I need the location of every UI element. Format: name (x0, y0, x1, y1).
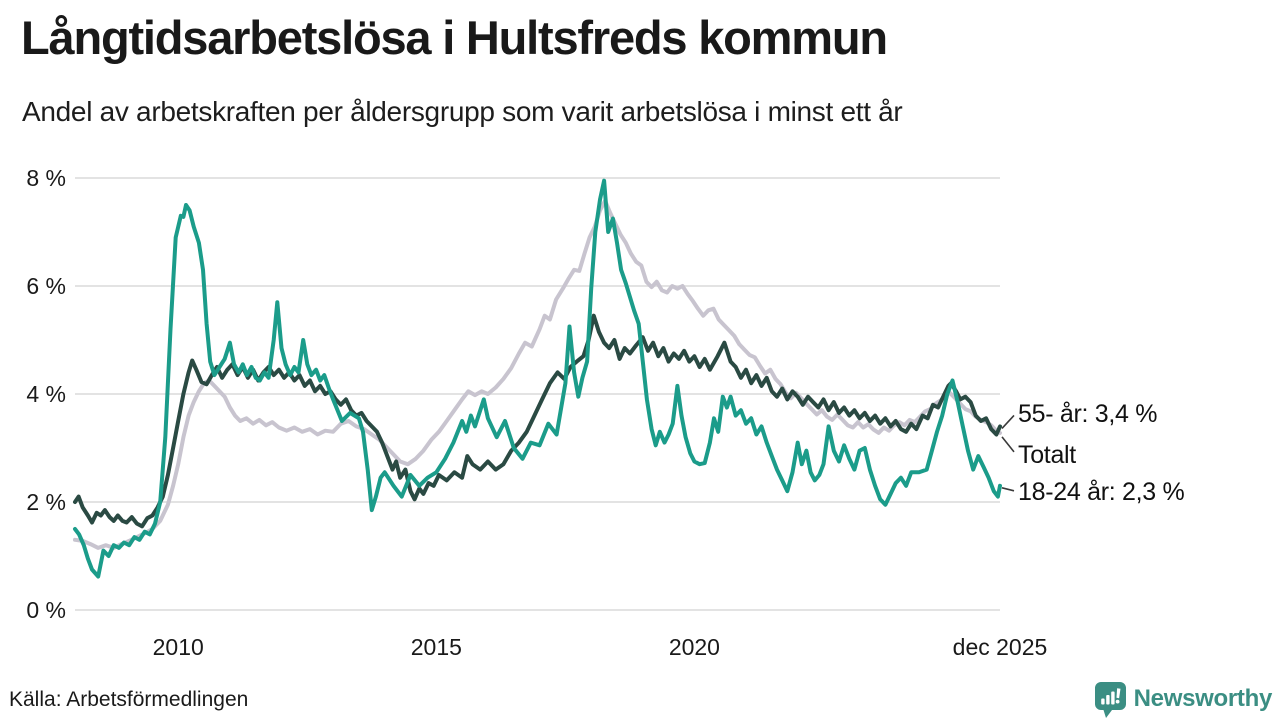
newsworthy-bubble-chart-icon (1094, 681, 1126, 718)
y-tick-label: 8 % (26, 165, 66, 191)
x-tick-label: dec 2025 (952, 634, 1048, 660)
y-tick-label: 6 % (26, 273, 66, 299)
y-tick-label: 0 % (26, 597, 66, 623)
x-tick-label: 2010 (152, 634, 204, 660)
y-tick-label: 2 % (26, 489, 66, 515)
series-line-18-24 år (73, 178, 1002, 579)
x-tick-label: 2020 (668, 634, 720, 660)
source-note: Källa: Arbetsförmedlingen (9, 688, 249, 711)
series-line-55- år (73, 313, 1002, 529)
series-end-label-Totalt: Totalt (1018, 440, 1076, 469)
leader-line (1001, 414, 1015, 429)
page-subtitle: Andel av arbetskraften per åldersgrupp s… (22, 96, 903, 127)
newsworthy-logo[interactable]: Newsworthy (1094, 680, 1272, 718)
leader-line (1001, 436, 1015, 453)
page-title: Långtidsarbetslösa i Hultsfreds kommun (21, 11, 888, 64)
newsworthy-wordmark: Newsworthy (1133, 685, 1273, 712)
leader-line (1001, 487, 1015, 492)
x-tick-label: 2015 (410, 634, 462, 660)
series-end-label-55- år: 55- år: 3,4 % (1018, 400, 1158, 429)
y-tick-label: 4 % (26, 381, 66, 407)
series-end-label-18-24 år: 18-24 år: 2,3 % (1018, 477, 1185, 506)
